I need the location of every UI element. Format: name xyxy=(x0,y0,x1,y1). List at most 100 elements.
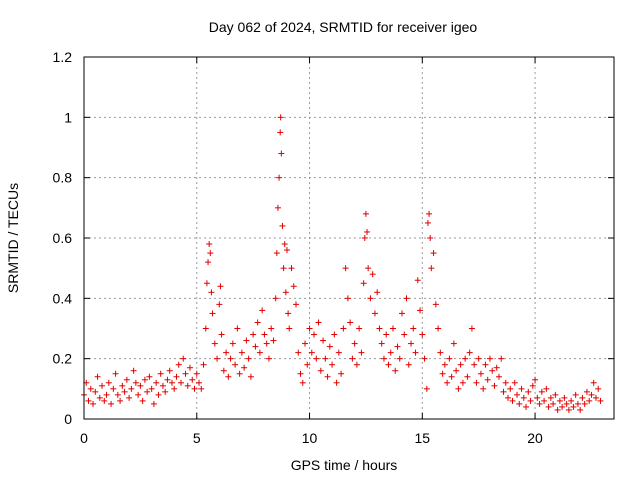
data-point xyxy=(117,397,124,404)
x-tick-label: 0 xyxy=(80,430,88,446)
data-point xyxy=(227,355,234,362)
data-point xyxy=(290,283,297,290)
data-point xyxy=(103,391,110,398)
data-point xyxy=(274,204,281,211)
data-point xyxy=(550,400,557,407)
data-point xyxy=(588,391,595,398)
data-point xyxy=(430,250,437,257)
data-point xyxy=(592,394,599,401)
data-point xyxy=(568,397,575,404)
data-point xyxy=(279,222,286,229)
data-point xyxy=(462,355,469,362)
data-point xyxy=(450,340,457,347)
data-point xyxy=(278,150,285,157)
data-point xyxy=(410,325,417,332)
data-points xyxy=(81,114,604,413)
data-point xyxy=(439,370,446,377)
data-point xyxy=(441,361,448,368)
data-point xyxy=(92,388,99,395)
data-point xyxy=(545,403,552,410)
x-tick-label: 5 xyxy=(193,430,201,446)
data-point xyxy=(371,310,378,317)
data-point xyxy=(376,325,383,332)
data-point xyxy=(119,382,126,389)
data-point xyxy=(329,361,336,368)
data-point xyxy=(435,325,442,332)
data-point xyxy=(277,129,284,136)
data-point xyxy=(155,391,162,398)
data-point xyxy=(385,361,392,368)
data-point xyxy=(209,310,216,317)
data-point xyxy=(538,388,545,395)
data-point xyxy=(283,247,290,254)
data-point xyxy=(261,331,268,338)
data-point xyxy=(473,379,480,386)
data-point xyxy=(191,385,198,392)
data-point xyxy=(182,370,189,377)
data-point xyxy=(480,385,487,392)
data-point xyxy=(532,376,539,383)
data-point xyxy=(200,361,207,368)
data-point xyxy=(297,370,304,377)
data-point xyxy=(322,355,329,362)
data-point xyxy=(280,265,287,272)
data-point xyxy=(286,325,293,332)
data-point xyxy=(238,349,245,356)
data-point xyxy=(162,388,169,395)
data-point xyxy=(270,337,277,344)
data-point xyxy=(139,397,146,404)
data-point xyxy=(263,340,270,347)
data-point xyxy=(216,301,223,308)
data-point xyxy=(428,265,435,272)
data-point xyxy=(453,367,460,374)
data-point xyxy=(547,394,554,401)
data-point xyxy=(241,364,248,371)
data-point xyxy=(146,373,153,380)
data-point xyxy=(196,379,203,386)
data-point xyxy=(342,265,349,272)
data-point xyxy=(211,340,218,347)
data-point xyxy=(101,397,108,404)
data-point xyxy=(130,367,137,374)
data-point xyxy=(293,301,299,308)
data-point xyxy=(595,385,602,392)
data-point xyxy=(570,403,577,410)
data-point xyxy=(380,355,387,362)
data-point xyxy=(96,394,103,401)
data-point xyxy=(525,388,532,395)
data-point xyxy=(403,295,410,302)
data-point xyxy=(168,379,175,386)
data-point xyxy=(408,340,415,347)
data-point xyxy=(424,219,431,226)
data-point xyxy=(432,301,439,308)
data-point xyxy=(586,397,593,404)
data-point xyxy=(543,385,550,392)
data-point xyxy=(243,337,250,344)
data-point xyxy=(344,295,351,302)
data-point xyxy=(471,361,478,368)
data-point xyxy=(304,361,311,368)
data-point xyxy=(500,388,507,395)
data-point xyxy=(135,391,142,398)
data-point xyxy=(579,394,586,401)
data-point xyxy=(383,331,390,338)
data-point xyxy=(518,385,525,392)
data-point xyxy=(577,406,584,413)
data-point xyxy=(153,379,160,386)
data-point xyxy=(423,385,430,392)
data-point xyxy=(559,403,566,410)
data-point xyxy=(87,385,94,392)
y-axis-ticks: 0 0.2 0.4 0.6 0.8 1 1.2 xyxy=(53,49,614,427)
data-point xyxy=(313,355,320,362)
data-point xyxy=(484,376,491,383)
data-point xyxy=(198,385,205,392)
data-point xyxy=(265,355,272,362)
y-tick-label: 0.4 xyxy=(53,290,73,306)
data-point xyxy=(208,289,215,296)
data-point xyxy=(187,364,193,371)
data-point xyxy=(299,379,306,386)
data-point xyxy=(489,367,496,374)
data-point xyxy=(527,397,534,404)
data-point xyxy=(108,400,115,407)
data-point xyxy=(335,349,342,356)
